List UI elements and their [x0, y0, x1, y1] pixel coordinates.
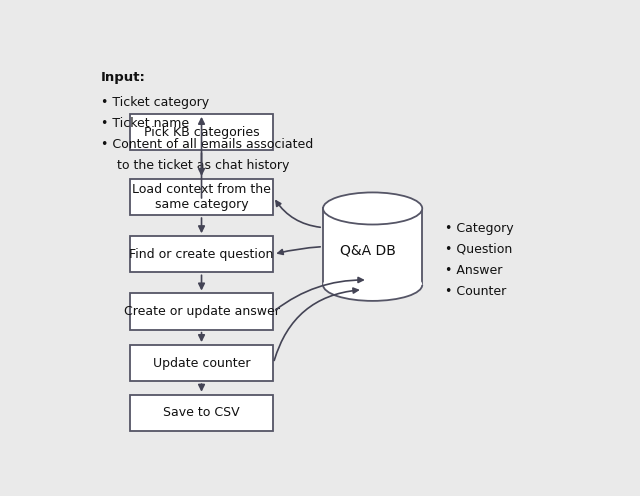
Text: Q&A DB: Q&A DB: [340, 244, 396, 257]
Text: • Ticket name: • Ticket name: [101, 117, 189, 130]
Text: • Ticket category: • Ticket category: [101, 96, 209, 109]
FancyBboxPatch shape: [129, 345, 273, 381]
Text: Find or create question: Find or create question: [129, 248, 274, 261]
Text: Save to CSV: Save to CSV: [163, 406, 240, 419]
Text: • Question: • Question: [445, 243, 512, 256]
Text: Load context from the
same category: Load context from the same category: [132, 183, 271, 211]
Text: Create or update answer: Create or update answer: [124, 305, 280, 318]
FancyBboxPatch shape: [129, 114, 273, 150]
Text: to the ticket as chat history: to the ticket as chat history: [101, 159, 289, 172]
Text: • Counter: • Counter: [445, 285, 506, 298]
Text: • Category: • Category: [445, 222, 513, 235]
Text: Input:: Input:: [101, 71, 146, 84]
FancyBboxPatch shape: [129, 179, 273, 215]
Ellipse shape: [323, 269, 422, 301]
FancyBboxPatch shape: [129, 395, 273, 431]
Polygon shape: [323, 208, 422, 285]
Text: Pick KB categories: Pick KB categories: [144, 125, 259, 138]
Text: Update counter: Update counter: [153, 357, 250, 370]
FancyBboxPatch shape: [129, 294, 273, 330]
Ellipse shape: [323, 192, 422, 225]
Text: • Content of all emails associated: • Content of all emails associated: [101, 138, 313, 151]
FancyBboxPatch shape: [129, 236, 273, 272]
Text: • Answer: • Answer: [445, 264, 502, 277]
